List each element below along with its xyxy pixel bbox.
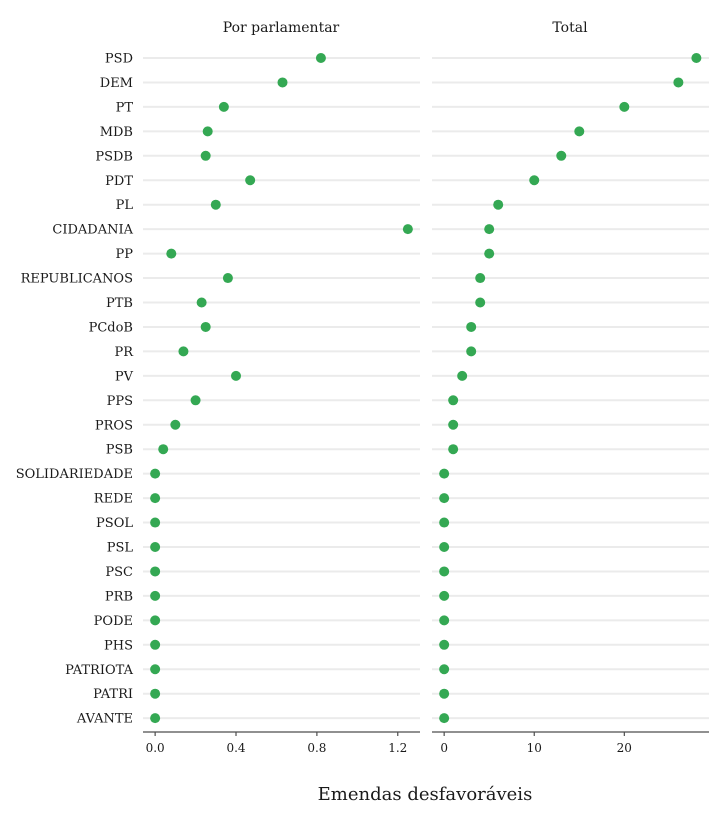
category-label-pdt: PDT [105,174,133,189]
category-labels: PSD DEM PT MDB PSDB PDT PL CIDADANIA PP REPUBLICA… [16,52,134,727]
data-point-pr [466,346,477,357]
x-tick-label: 0 [440,741,448,755]
category-label-solidariedade: SOLIDARIEDADE [16,467,133,482]
x-tick-label: 20 [617,741,632,755]
data-point-psl [150,542,161,552]
data-point-pcdob [200,321,211,332]
data-point-solidariedade [439,468,450,479]
data-point-prb [439,590,450,601]
data-point-pdt [529,175,540,186]
data-point-psc [439,566,450,577]
category-label-ptb: PTB [106,296,133,311]
data-point-pdt [245,175,256,186]
data-point-mdb [202,126,213,137]
category-label-psl: PSL [107,541,134,556]
x-tick-label: 0.8 [307,741,326,755]
data-point-psb [448,444,459,455]
data-point-psd [315,53,326,63]
data-point-pl [210,199,221,210]
category-label-prb: PRB [105,589,133,604]
data-point-pp [166,248,177,259]
data-point-mdb [574,126,585,137]
data-point-republicanos [475,273,486,284]
data-point-pt [619,101,630,112]
data-point-patriota [439,664,450,675]
category-label-pcdob: PCdoB [89,320,133,335]
data-point-pros [170,419,181,430]
data-point-psdb [556,150,567,161]
data-point-psol [150,517,161,528]
category-label-pl: PL [116,198,134,213]
category-label-pp: PP [116,247,134,262]
data-point-pv [457,370,468,381]
panel-total: Total 0 10 20 [432,20,709,755]
category-label-republicanos: REPUBLICANOS [21,272,133,287]
data-point-pcdob [466,321,477,332]
category-label-pps: PPS [107,394,133,409]
category-label-pr: PR [114,345,134,360]
category-label-avante: AVANTE [76,712,133,727]
data-point-pode [150,615,161,626]
data-point-psc [150,566,161,577]
data-point-pps [190,395,201,406]
category-label-psc: PSC [105,565,133,580]
category-label-patriota: PATRIOTA [65,663,133,678]
data-point-rede [150,493,161,504]
category-label-pt: PT [116,100,134,115]
category-label-cidadania: CIDADANIA [52,223,133,238]
data-point-pps [448,395,459,406]
data-point-patri [439,688,450,699]
data-point-pp [484,248,495,259]
panel-title-por-parlamentar: Por parlamentar [223,20,340,36]
data-point-ptb [475,297,486,308]
x-tick-label: 0.0 [146,741,165,755]
category-label-psdb: PSDB [95,149,133,164]
data-point-psol [439,517,450,528]
data-point-ptb [196,297,207,308]
panel-por-parlamentar: Por parlamentar 0.0 0.4 0.8 1.2 [143,20,420,755]
x-tick-label: 10 [527,741,542,755]
data-point-dem [277,77,288,88]
x-tick-label: 1.2 [388,741,407,755]
data-point-cidadania [402,224,413,235]
data-point-prb [150,590,161,601]
category-label-rede: REDE [94,492,133,507]
data-point-patri [150,688,161,699]
panel-title-total: Total [552,20,588,36]
category-label-psd: PSD [105,52,133,67]
data-point-pt [218,101,229,112]
data-point-pode [439,615,450,626]
category-label-pode: PODE [94,614,133,629]
data-point-pros [448,419,459,430]
category-label-mdb: MDB [100,125,133,140]
data-point-phs [150,639,161,650]
data-point-phs [439,639,450,650]
category-label-phs: PHS [104,638,133,653]
x-axis-title: Emendas desfavoráveis [318,784,533,805]
data-point-republicanos [222,273,233,284]
x-tick-label: 0.4 [226,741,245,755]
category-label-dem: DEM [100,76,133,91]
data-point-psdb [200,150,211,161]
data-point-psd [691,53,702,63]
category-label-pros: PROS [95,418,133,433]
data-point-psb [158,444,169,455]
category-label-patri: PATRI [93,687,133,702]
data-point-patriota [150,664,161,675]
data-point-dem [673,77,684,88]
data-point-solidariedade [150,468,161,479]
data-point-avante [150,713,161,724]
data-point-rede [439,493,450,504]
data-point-pl [493,199,504,210]
data-point-pr [178,346,189,357]
data-point-avante [439,713,450,724]
data-point-psl [439,542,450,552]
data-point-pv [231,370,242,381]
category-label-psb: PSB [106,443,133,458]
category-label-pv: PV [115,369,134,384]
data-point-cidadania [484,224,495,235]
category-label-psol: PSOL [96,516,133,531]
